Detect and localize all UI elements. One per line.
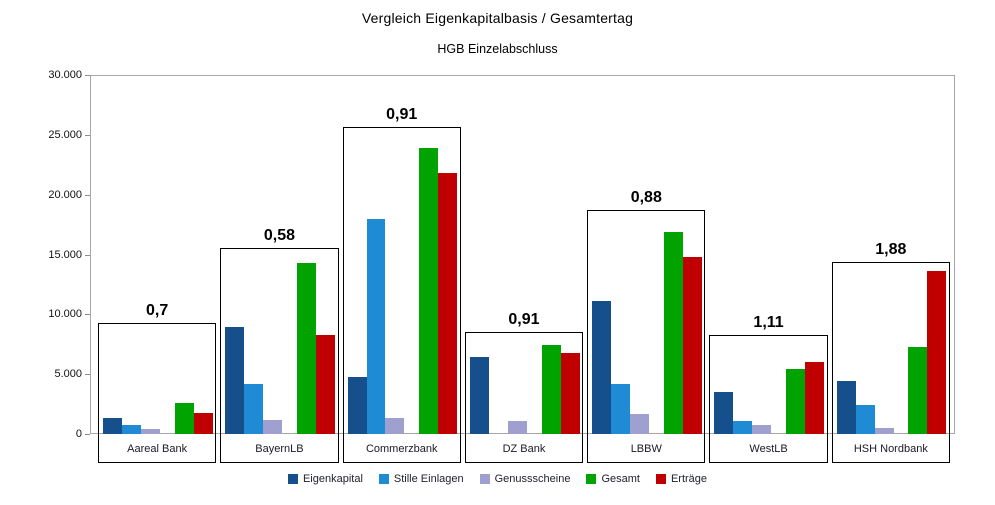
x-axis-category-label: HSH Nordbank xyxy=(853,443,928,455)
ratio-label: 0,88 xyxy=(630,188,662,206)
legend-item-stille-einlagen: Stille Einlagen xyxy=(378,473,464,485)
bar-genussscheine xyxy=(263,419,283,434)
y-axis-tick-mark xyxy=(85,434,90,435)
ratio-label: 0,91 xyxy=(386,106,418,124)
legend-swatch-icon xyxy=(655,474,666,484)
bar-eigenkapital xyxy=(102,417,122,434)
x-axis-category-label: Aareal Bank xyxy=(127,443,188,455)
bar-genussscheine xyxy=(507,420,527,434)
legend-label: Genussscheine xyxy=(494,473,571,485)
group-box-commerzbank xyxy=(342,127,461,463)
bar-erträge xyxy=(316,334,335,434)
group-box-aareal-bank xyxy=(98,322,217,463)
legend-item-eigenkapital: Eigenkapital xyxy=(287,473,363,485)
bar-stille-einlagen xyxy=(733,420,753,434)
legend-label: Gesamt xyxy=(601,473,640,485)
bar-genussscheine xyxy=(140,428,160,434)
x-axis-category-label: Commerzbank xyxy=(365,443,438,455)
ratio-label: 0,7 xyxy=(146,301,169,319)
bar-erträge xyxy=(193,412,213,434)
bar-gesamt xyxy=(786,369,806,434)
y-axis-tick-label: 25.000 xyxy=(48,128,82,141)
group-box-hsh-nordbank xyxy=(831,261,950,463)
legend-swatch-icon xyxy=(378,474,389,484)
bar-eigenkapital xyxy=(714,391,734,434)
ratio-label: 0,58 xyxy=(263,226,295,244)
bar-stille-einlagen xyxy=(244,383,264,434)
legend-label: Erträge xyxy=(670,473,708,485)
y-axis-tick-mark xyxy=(85,134,90,136)
y-axis-tick-mark xyxy=(85,374,90,376)
legend-swatch-icon xyxy=(287,474,298,484)
bar-eigenkapital xyxy=(225,326,245,434)
legend-item-erträge: Erträge xyxy=(655,473,708,485)
ratio-label: 0,91 xyxy=(508,311,540,329)
chart-subtitle: HGB Einzelabschluss xyxy=(437,42,558,56)
y-axis-tick-label: 20.000 xyxy=(48,188,82,201)
bar-erträge xyxy=(560,353,580,434)
y-axis-tick-mark xyxy=(85,75,90,76)
bar-stille-einlagen xyxy=(611,384,631,434)
ratio-label: 1,11 xyxy=(753,313,784,331)
y-axis-tick-label: 5.000 xyxy=(54,368,82,381)
legend-swatch-icon xyxy=(586,474,597,484)
bar-gesamt xyxy=(174,403,194,434)
legend-swatch-icon xyxy=(479,474,490,484)
bar-genussscheine xyxy=(752,424,772,434)
y-axis-tick-label: 10.000 xyxy=(48,308,82,321)
legend-item-gesamt: Gesamt xyxy=(586,473,640,485)
x-axis-category-label: LBBW xyxy=(630,443,662,455)
group-box-lbbw xyxy=(587,209,706,463)
bar-erträge xyxy=(805,362,825,434)
x-axis-category-label: WestLB xyxy=(749,443,788,455)
legend-item-genussscheine: Genussscheine xyxy=(479,473,571,485)
y-axis-tick-label: 30.000 xyxy=(48,69,82,81)
bar-stille-einlagen xyxy=(855,404,875,434)
legend-label: Eigenkapital xyxy=(302,473,363,485)
chart-title: Vergleich Eigenkapitalbasis / Gesamterta… xyxy=(361,10,634,26)
bar-erträge xyxy=(682,256,702,434)
bar-genussscheine xyxy=(385,417,405,434)
group-box-dz-bank xyxy=(464,332,584,463)
y-axis-tick-mark xyxy=(85,254,90,256)
bar-genussscheine xyxy=(630,414,649,434)
bar-gesamt xyxy=(908,347,928,434)
bar-eigenkapital xyxy=(836,381,856,434)
legend-label: Stille Einlagen xyxy=(393,473,464,485)
bar-genussscheine xyxy=(874,428,894,434)
y-axis-tick-label: 15.000 xyxy=(48,248,82,261)
x-axis-category-label: DZ Bank xyxy=(502,443,546,455)
bar-eigenkapital xyxy=(347,377,367,434)
x-axis-category-label: BayernLB xyxy=(255,443,304,455)
bar-gesamt xyxy=(297,263,316,434)
bar-erträge xyxy=(438,173,458,434)
y-axis-tick-mark xyxy=(85,194,90,196)
legend: Eigenkapital Stille Einlagen Genussscheine… xyxy=(0,473,995,485)
bar-gesamt xyxy=(541,345,561,434)
bar-stille-einlagen xyxy=(366,218,386,434)
group-box-bayernlb xyxy=(220,247,339,463)
bar-eigenkapital xyxy=(592,301,612,434)
y-axis-tick-mark xyxy=(85,314,90,316)
group-box-westlb xyxy=(709,334,828,463)
bar-stille-einlagen xyxy=(121,425,141,434)
bar-eigenkapital xyxy=(469,357,489,434)
ratio-label: 1,88 xyxy=(875,240,907,258)
y-axis-tick-label: 0 xyxy=(75,428,82,440)
bar-gesamt xyxy=(663,232,683,434)
bar-erträge xyxy=(927,270,947,434)
bar-gesamt xyxy=(419,147,439,434)
